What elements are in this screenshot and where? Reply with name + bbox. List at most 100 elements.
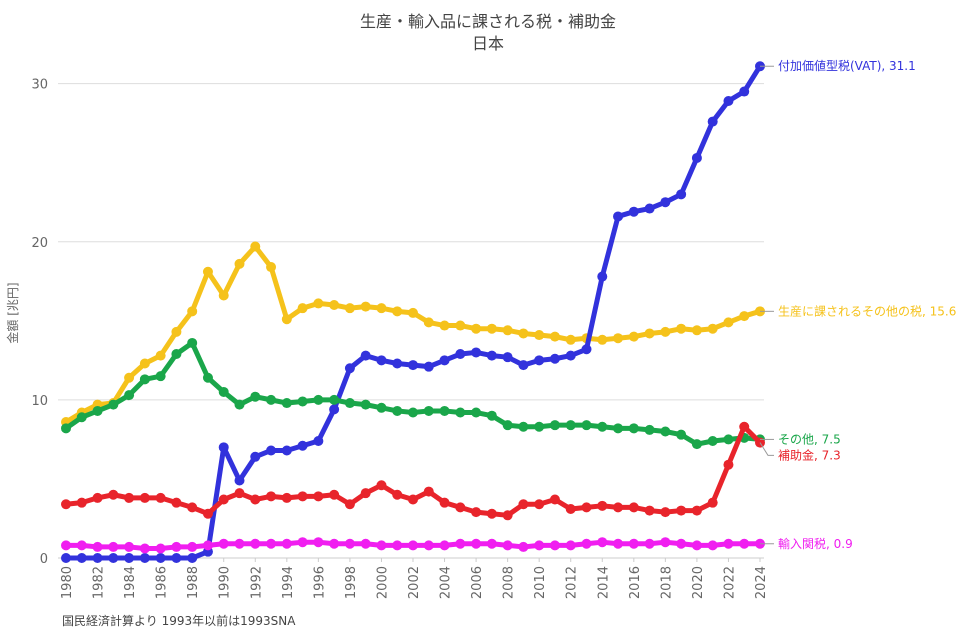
data-point[interactable] — [581, 538, 592, 549]
data-point[interactable] — [139, 492, 150, 503]
data-point[interactable] — [613, 423, 624, 434]
data-point[interactable] — [266, 491, 277, 502]
data-point[interactable] — [108, 489, 119, 500]
data-point[interactable] — [344, 398, 355, 409]
data-point[interactable] — [486, 410, 497, 421]
data-point[interactable] — [534, 330, 545, 341]
data-point[interactable] — [266, 445, 277, 456]
data-point[interactable] — [408, 540, 418, 551]
data-point[interactable] — [660, 507, 671, 518]
data-point[interactable] — [234, 488, 245, 499]
data-point[interactable] — [565, 540, 576, 551]
data-point[interactable] — [250, 241, 261, 252]
data-point[interactable] — [439, 497, 450, 508]
data-point[interactable] — [218, 290, 229, 301]
data-point[interactable] — [518, 541, 529, 552]
data-point[interactable] — [423, 361, 434, 372]
data-point[interactable] — [376, 303, 387, 314]
data-point[interactable] — [408, 307, 418, 318]
data-point[interactable] — [739, 311, 750, 322]
data-point[interactable] — [202, 266, 213, 277]
data-point[interactable] — [486, 538, 497, 549]
data-point[interactable] — [313, 537, 324, 548]
data-point[interactable] — [92, 492, 103, 503]
data-point[interactable] — [502, 510, 513, 521]
data-point[interactable] — [707, 116, 718, 127]
data-point[interactable] — [76, 412, 87, 423]
data-point[interactable] — [471, 507, 482, 518]
data-point[interactable] — [565, 350, 576, 361]
data-point[interactable] — [597, 537, 608, 548]
data-point[interactable] — [676, 505, 687, 516]
data-point[interactable] — [329, 538, 340, 549]
data-point[interactable] — [486, 508, 497, 519]
data-point[interactable] — [644, 505, 655, 516]
data-point[interactable] — [565, 334, 576, 345]
data-point[interactable] — [171, 349, 182, 360]
data-point[interactable] — [92, 553, 103, 563]
data-point[interactable] — [297, 440, 308, 451]
data-point[interactable] — [155, 350, 166, 361]
data-point[interactable] — [360, 538, 371, 549]
data-point[interactable] — [723, 317, 734, 328]
data-point[interactable] — [534, 540, 545, 551]
data-point[interactable] — [124, 492, 135, 503]
data-point[interactable] — [376, 355, 387, 366]
data-point[interactable] — [471, 407, 482, 418]
data-point[interactable] — [218, 538, 229, 549]
data-point[interactable] — [565, 420, 576, 431]
data-point[interactable] — [187, 541, 198, 552]
data-point[interactable] — [723, 538, 734, 549]
data-point[interactable] — [581, 502, 592, 513]
data-point[interactable] — [691, 505, 702, 516]
data-point[interactable] — [455, 349, 466, 360]
data-point[interactable] — [423, 540, 434, 551]
data-point[interactable] — [676, 429, 687, 440]
data-point[interactable] — [676, 538, 687, 549]
data-point[interactable] — [408, 407, 418, 418]
data-point[interactable] — [376, 402, 387, 413]
data-point[interactable] — [439, 320, 450, 331]
data-point[interactable] — [691, 439, 702, 450]
data-point[interactable] — [139, 543, 150, 554]
data-point[interactable] — [408, 494, 418, 505]
data-point[interactable] — [455, 407, 466, 418]
data-point[interactable] — [392, 306, 403, 317]
data-point[interactable] — [549, 331, 560, 342]
data-point[interactable] — [139, 374, 150, 385]
data-point[interactable] — [723, 96, 734, 107]
data-point[interactable] — [628, 502, 639, 513]
data-point[interactable] — [360, 350, 371, 361]
data-point[interactable] — [549, 353, 560, 364]
data-point[interactable] — [707, 497, 718, 508]
data-point[interactable] — [439, 355, 450, 366]
data-point[interactable] — [691, 540, 702, 551]
data-point[interactable] — [139, 553, 150, 563]
data-point[interactable] — [486, 350, 497, 361]
data-point[interactable] — [313, 298, 324, 309]
data-point[interactable] — [234, 258, 245, 269]
data-point[interactable] — [329, 489, 340, 500]
data-point[interactable] — [360, 399, 371, 410]
data-point[interactable] — [549, 420, 560, 431]
data-point[interactable] — [376, 480, 387, 491]
data-point[interactable] — [139, 358, 150, 369]
data-point[interactable] — [61, 499, 71, 510]
data-point[interactable] — [392, 358, 403, 369]
data-point[interactable] — [202, 508, 213, 519]
data-point[interactable] — [155, 371, 166, 382]
data-point[interactable] — [297, 491, 308, 502]
data-point[interactable] — [250, 538, 261, 549]
data-point[interactable] — [187, 306, 198, 317]
data-point[interactable] — [739, 86, 750, 97]
data-point[interactable] — [392, 405, 403, 416]
data-point[interactable] — [281, 445, 292, 456]
data-point[interactable] — [739, 421, 750, 432]
data-point[interactable] — [61, 553, 71, 563]
data-point[interactable] — [644, 424, 655, 435]
data-point[interactable] — [376, 540, 387, 551]
data-point[interactable] — [313, 491, 324, 502]
data-point[interactable] — [707, 540, 718, 551]
data-point[interactable] — [187, 337, 198, 348]
data-point[interactable] — [471, 538, 482, 549]
